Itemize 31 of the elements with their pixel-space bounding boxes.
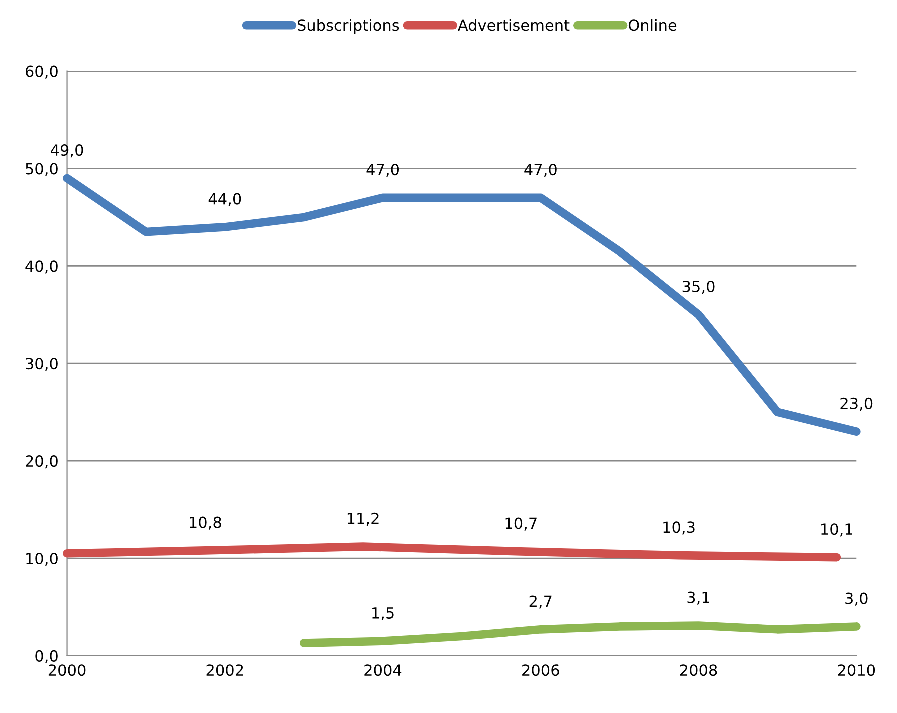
y-tick-label: 20,0: [26, 456, 58, 469]
data-label: 23,0: [840, 398, 873, 411]
data-label: 10,1: [822, 524, 852, 537]
data-label: 10,3: [664, 522, 695, 535]
data-label: 47,0: [366, 164, 400, 178]
data-label: 44,0: [208, 193, 242, 206]
x-tick-label: 2010: [838, 664, 876, 676]
y-tick-label: 40,0: [26, 260, 58, 274]
x-tick-label: 2004: [364, 664, 402, 676]
y-tick-label: 30,0: [26, 358, 58, 372]
data-label: 49,0: [51, 144, 84, 158]
x-tick-label: 2006: [522, 664, 560, 676]
x-tick-label: 2002: [206, 664, 244, 676]
data-label: 11,2: [348, 512, 379, 526]
y-tick-label: 60,0: [26, 66, 58, 79]
y-tick-label: 50,0: [26, 163, 58, 176]
data-label: 3,1: [688, 592, 710, 605]
x-tick-label: 2000: [48, 664, 86, 676]
data-label: 1,5: [372, 608, 394, 620]
legend-label: Online: [628, 19, 677, 32]
data-label: 10,7: [506, 518, 537, 531]
data-label: 2,7: [530, 596, 552, 609]
data-label: 35,0: [682, 280, 715, 294]
data-label: 47,0: [524, 164, 557, 178]
data-label: 3,0: [846, 592, 868, 606]
y-tick-label: 0,0: [36, 650, 58, 664]
legend-label: Advertisement: [458, 19, 570, 32]
legend-label: Subscriptions: [298, 19, 400, 34]
x-tick-label: 2008: [680, 664, 718, 676]
data-label: 10,8: [190, 516, 222, 530]
y-tick-label: 10,0: [26, 552, 58, 566]
